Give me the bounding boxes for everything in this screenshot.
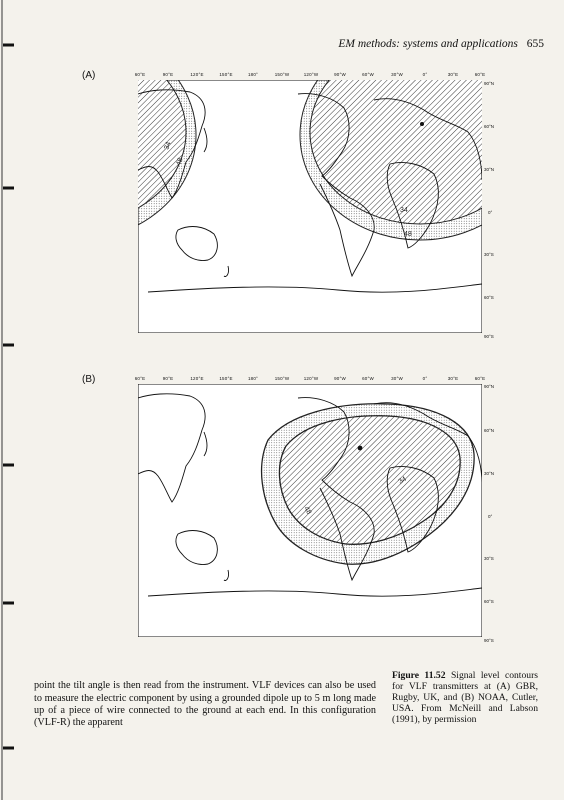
new-zealand-outline [223, 569, 229, 581]
panel-b-longitude-ticks: 60°E 90°E 120°E 150°E 180° 150°W 120°W 9… [125, 376, 500, 386]
lat-tick: 60°S [484, 295, 494, 300]
running-head: EM methods: systems and applications 655 [338, 38, 544, 50]
lat-tick: 90°N [484, 81, 495, 86]
lon-tick: 60°E [134, 376, 146, 381]
lon-tick: 120°W [303, 376, 319, 381]
figure-number: Figure 11.52 [392, 670, 446, 681]
japan-outline [203, 431, 208, 457]
lon-tick: 90°E [162, 72, 174, 77]
lon-tick: 150°W [274, 376, 290, 381]
coastlines [138, 393, 482, 597]
lon-tick: 90°W [334, 376, 346, 381]
panel-b-label: (B) [82, 374, 96, 385]
contour-label: 48 [175, 157, 184, 167]
lon-tick: 30°E [447, 376, 459, 381]
americas-coast [297, 397, 375, 582]
europe-coast [373, 98, 482, 181]
lat-tick: 60°S [484, 599, 494, 604]
lon-tick: 30°W [391, 376, 403, 381]
contour-label: 34 [398, 476, 408, 486]
japan-outline [203, 127, 208, 153]
lon-tick: 60°E [474, 72, 486, 77]
contour-label: 34 [400, 207, 408, 214]
lon-tick: 60°W [362, 72, 374, 77]
lon-tick: 90°E [162, 376, 174, 381]
map-panel-a: 34 48 34 48 [138, 80, 482, 333]
new-zealand-outline [223, 265, 229, 277]
lon-tick: 120°E [190, 72, 204, 77]
contour-label: 48 [302, 506, 312, 516]
lon-tick: 120°W [303, 72, 319, 77]
lon-tick: 90°W [334, 72, 346, 77]
lat-tick: 30°S [484, 556, 494, 561]
lon-tick: 60°E [474, 376, 486, 381]
lat-tick: 0° [488, 210, 493, 215]
lat-tick: 60°N [484, 428, 495, 433]
binding-marks [3, 43, 14, 750]
lon-tick: 180° [247, 376, 259, 381]
asia-coast [138, 89, 206, 199]
lon-tick: 30°W [391, 72, 403, 77]
lon-tick: 60°E [134, 72, 146, 77]
lon-tick: 150°W [274, 72, 290, 77]
panel-a-label: (A) [82, 70, 96, 81]
transmitter-marker [357, 445, 363, 451]
antarctica-coast [147, 587, 482, 597]
americas-coast [297, 93, 375, 278]
coastlines [138, 89, 482, 293]
lon-tick: 150°E [219, 72, 233, 77]
coverage-contour-34 [278, 415, 461, 545]
lon-tick: 0° [422, 376, 428, 381]
antarctica-coast [147, 283, 482, 293]
lat-tick: 30°N [484, 167, 495, 172]
body-text-paragraph: point the tilt angle is then read from t… [34, 680, 376, 729]
coverage-contour-34 [309, 80, 482, 225]
lat-tick: 0° [488, 514, 493, 519]
transmitter-marker [420, 122, 424, 126]
panel-a-longitude-ticks: 60°E 90°E 120°E 150°E 180° 150°W 120°W 9… [125, 72, 500, 82]
figure-caption-text: Signal level contours for VLF transmitte… [392, 670, 538, 725]
lat-tick: 90°S [484, 334, 494, 339]
lon-tick: 120°E [190, 376, 204, 381]
coverage-wrap-34 [138, 80, 187, 209]
lon-tick: 60°W [362, 376, 374, 381]
lat-tick: 60°N [484, 124, 495, 129]
lon-tick: 0° [422, 72, 428, 77]
page-number: 655 [526, 38, 544, 50]
lat-tick: 90°N [484, 384, 495, 389]
lat-tick: 30°N [484, 471, 495, 476]
asia-coast [138, 393, 206, 503]
lon-tick: 30°E [447, 72, 459, 77]
binding-edge [1, 0, 14, 800]
lat-tick: 90°S [484, 638, 494, 643]
australia-outline [175, 226, 218, 261]
europe-coast [373, 402, 482, 485]
africa-outline [386, 162, 439, 249]
running-title: EM methods: systems and applications [338, 38, 518, 50]
contour-label: 48 [404, 231, 412, 238]
africa-outline [386, 466, 439, 553]
map-panel-b: 34 48 [138, 384, 482, 637]
lon-tick: 180° [247, 72, 259, 77]
figure-caption: Figure 11.52 Signal level contours for V… [392, 670, 538, 725]
lon-tick: 150°E [219, 376, 233, 381]
contour-label: 34 [163, 141, 172, 151]
australia-outline [175, 530, 218, 565]
lat-tick: 30°S [484, 252, 494, 257]
